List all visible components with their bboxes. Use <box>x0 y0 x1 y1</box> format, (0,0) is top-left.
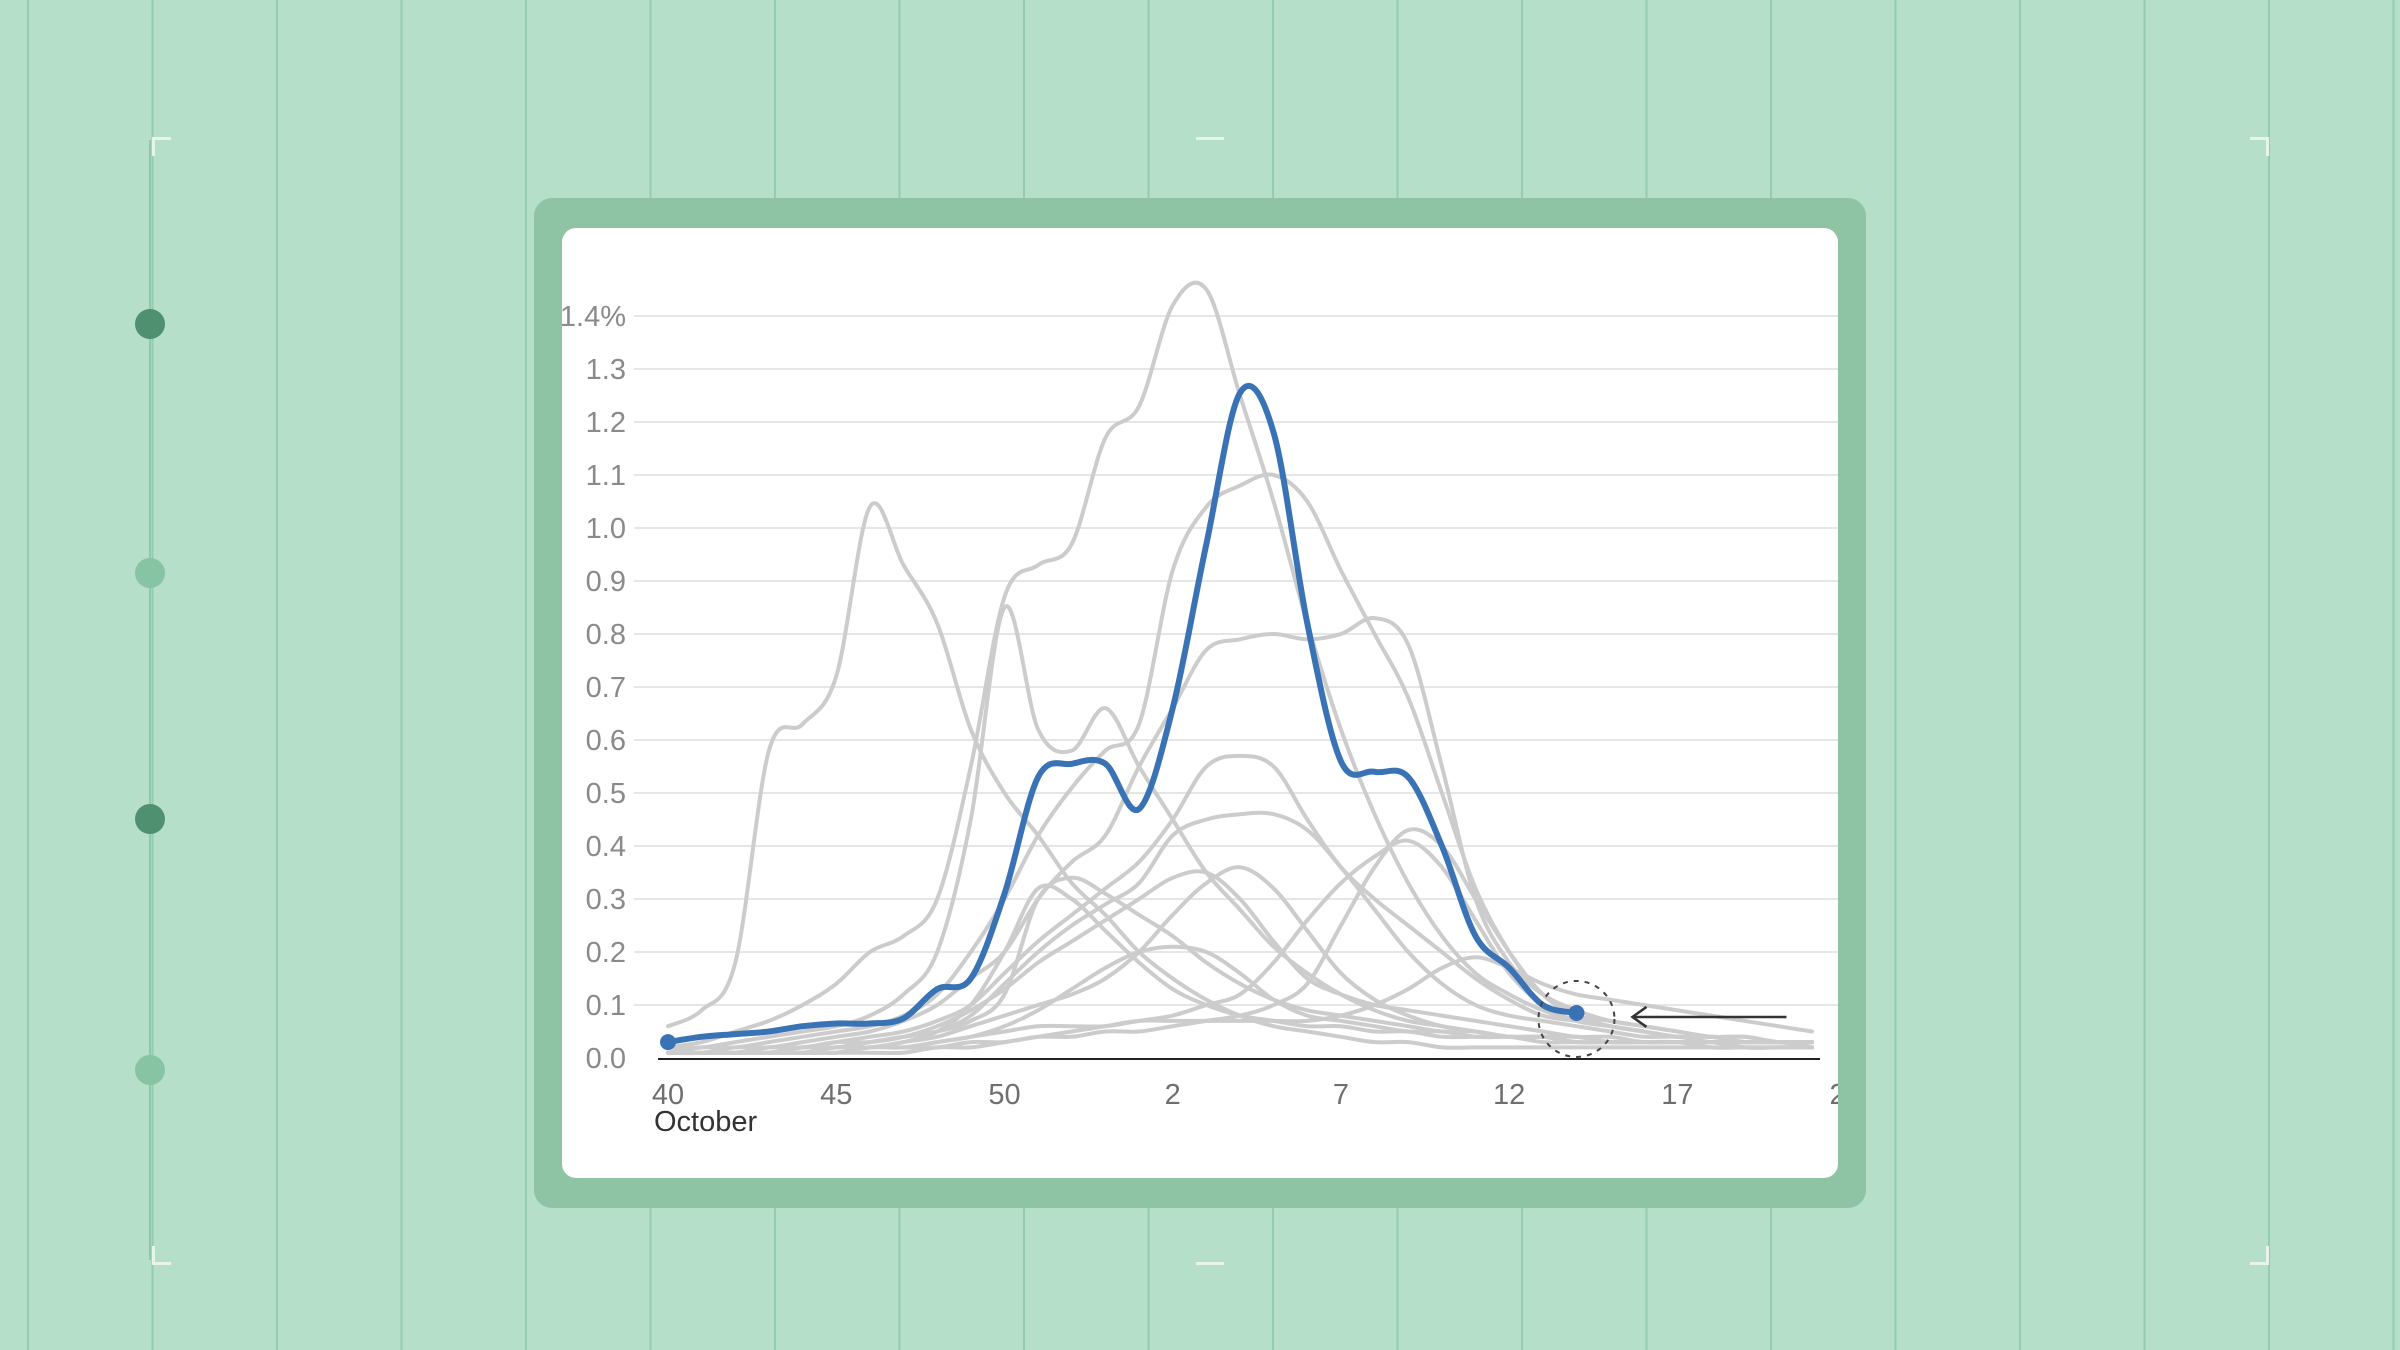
highlight-series-line <box>665 383 1580 1046</box>
background-series-line-15 <box>666 955 1814 1056</box>
y-tick-label: 0.6 <box>586 725 626 757</box>
x-axis-month-label: October <box>654 1106 757 1138</box>
y-tick-label: 1.1 <box>586 460 626 492</box>
y-tick-label: 1.2 <box>586 407 626 439</box>
y-tick-label: 0.0 <box>586 1043 626 1075</box>
center-mark <box>1196 1246 1224 1265</box>
y-tick-label: 1.0 <box>586 513 626 545</box>
timeline-dot-4[interactable] <box>135 1055 165 1085</box>
y-tick-label: 1.4% <box>562 301 626 333</box>
y-tick-label: 0.2 <box>586 937 626 969</box>
x-tick-label: 50 <box>988 1079 1020 1111</box>
y-tick-label: 0.9 <box>586 566 626 598</box>
y-tick-label: 0.3 <box>586 884 626 916</box>
background-series-line-1 <box>666 501 1814 1050</box>
timeline-dot-3[interactable] <box>135 804 165 834</box>
pointer-arrow-head <box>1630 1005 1648 1028</box>
chart-card: 0.0 0.1 0.2 0.3 0.4 0.5 0.6 0.7 0.8 0.9 1.0 1.1 1.2 1… <box>562 228 1838 1178</box>
x-tick-label: 7 <box>1333 1079 1349 1111</box>
center-mark <box>1196 137 1224 156</box>
background-series-line-4 <box>666 472 1814 1055</box>
current-point-ring <box>1537 979 1616 1058</box>
x-tick-label: 12 <box>1493 1079 1525 1111</box>
line-chart: 0.0 0.1 0.2 0.3 0.4 0.5 0.6 0.7 0.8 0.9 1.0 1.1 1.2 1… <box>562 280 1838 1138</box>
y-tick-label: 0.8 <box>586 619 626 651</box>
corner-mark <box>152 137 171 156</box>
highlight-start-point <box>660 1034 676 1051</box>
corner-mark <box>2250 137 2269 156</box>
corner-mark <box>152 1246 171 1265</box>
timeline-dot-1[interactable] <box>135 309 165 339</box>
y-tick-label: 0.5 <box>586 778 626 810</box>
x-tick-label: 45 <box>820 1079 852 1111</box>
y-tick-label: 0.1 <box>586 990 626 1022</box>
x-tick-label: 22 <box>1830 1079 1838 1111</box>
background-series-line-14 <box>666 944 1814 1056</box>
x-tick-label: 17 <box>1661 1079 1693 1111</box>
y-tick-label: 0.7 <box>586 672 626 704</box>
background-series-line-6 <box>666 753 1814 1056</box>
y-tick-label: 1.3 <box>586 354 626 386</box>
timeline-dot-2[interactable] <box>135 558 165 588</box>
y-tick-label: 0.4 <box>586 831 626 863</box>
x-tick-label: 40 <box>652 1079 684 1111</box>
background-series-line-5 <box>666 616 1814 1056</box>
highlight-end-point <box>1568 1004 1585 1021</box>
timeline-rail <box>149 140 151 1260</box>
x-tick-label: 2 <box>1165 1079 1181 1111</box>
corner-mark <box>2250 1246 2269 1265</box>
